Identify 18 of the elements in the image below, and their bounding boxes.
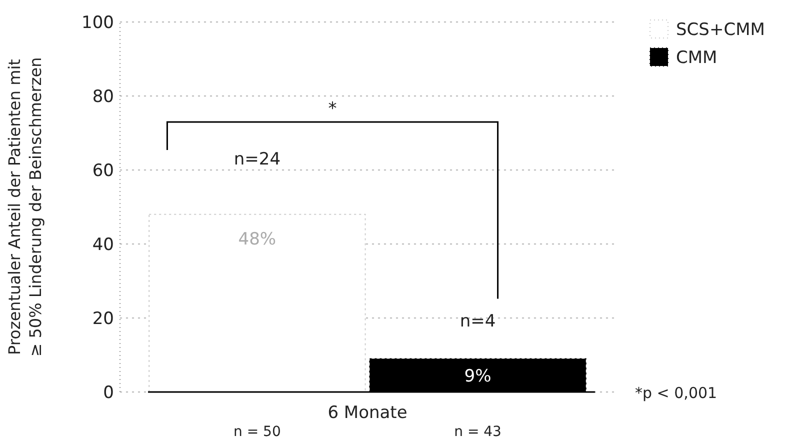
y-tick-label: 80 <box>92 87 114 107</box>
annotation: * <box>328 99 337 119</box>
y-tick-label: 100 <box>82 13 114 33</box>
text: *p < 0,001 <box>635 384 718 402</box>
data-label: 48% <box>238 229 276 250</box>
y-axis-title: Prozentualer Anteil der Patienten mit ≥ 50% Linderung der Beinschmerzen <box>5 57 45 357</box>
annotation: n=24 <box>234 149 281 170</box>
annotation: n=4 <box>460 312 496 332</box>
legend-label: SCS+CMM <box>676 20 765 40</box>
legend-label: CMM <box>676 48 718 68</box>
text: n = 43 <box>454 424 502 440</box>
y-tick-label: 0 <box>103 383 114 403</box>
data-label: 9% <box>464 366 492 386</box>
y-tick-label: 20 <box>92 309 114 329</box>
y-tick-label: 40 <box>92 235 114 255</box>
text: n = 50 <box>234 424 281 440</box>
y-tick-label: 60 <box>92 161 114 181</box>
x-tick-label: 6 Monate <box>328 403 408 423</box>
